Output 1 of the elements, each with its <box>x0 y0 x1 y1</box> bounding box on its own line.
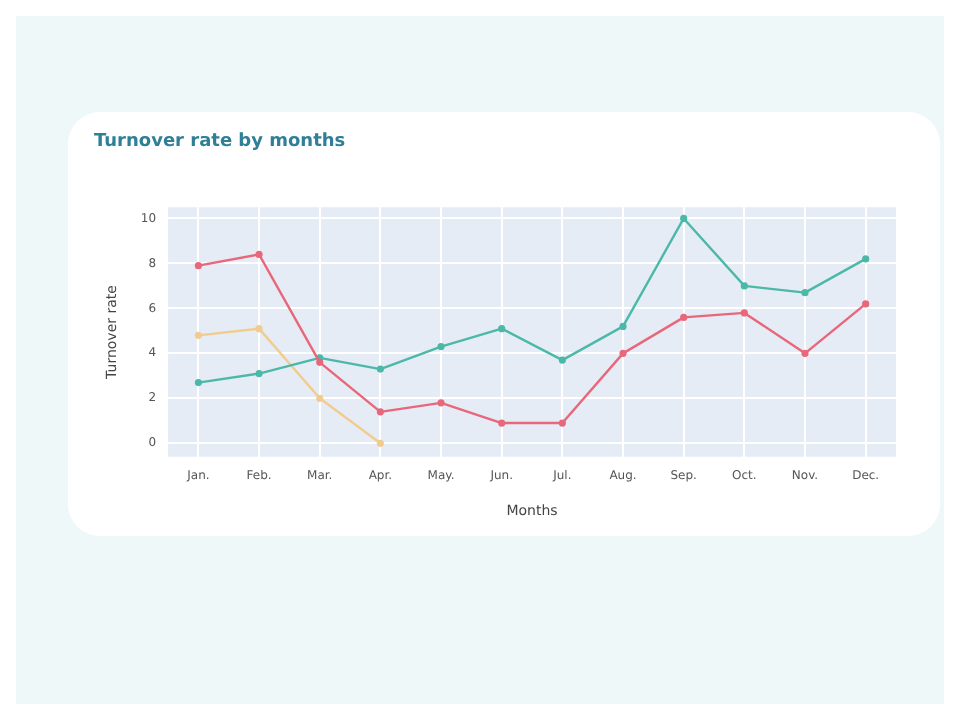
chart-title: Turnover rate by months <box>94 132 346 152</box>
